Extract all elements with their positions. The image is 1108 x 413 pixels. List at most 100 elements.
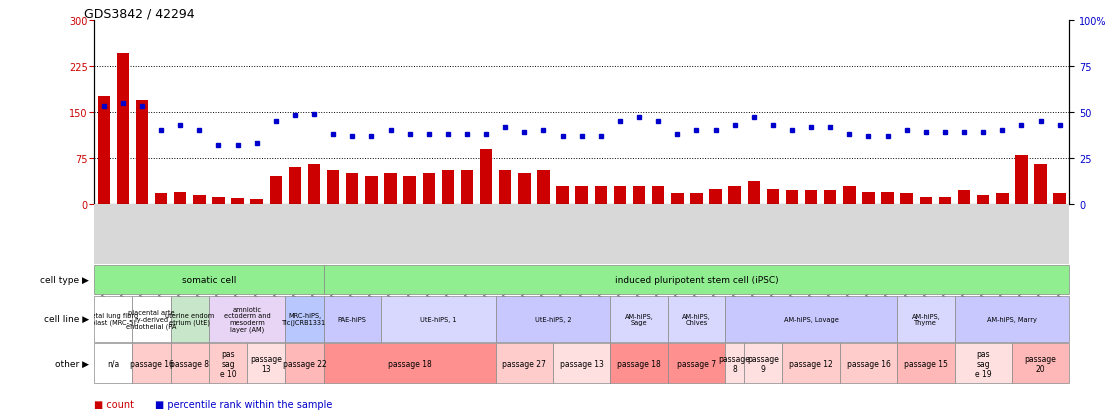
Bar	[308, 165, 320, 204]
Bar	[519, 174, 531, 204]
Bar	[843, 186, 855, 204]
Text: passage 7: passage 7	[677, 359, 716, 368]
Bar	[728, 186, 741, 204]
Bar	[954, 344, 1012, 383]
Text: passage 27: passage 27	[502, 359, 546, 368]
Text: passage 12: passage 12	[789, 359, 833, 368]
Bar	[381, 296, 495, 342]
Bar	[422, 174, 435, 204]
Bar	[537, 171, 550, 204]
Text: UtE-hiPS, 1: UtE-hiPS, 1	[420, 316, 456, 322]
Bar	[324, 265, 1069, 295]
Text: pas
sag
e 10: pas sag e 10	[219, 349, 236, 377]
Text: passage 15: passage 15	[904, 359, 947, 368]
Bar	[193, 195, 206, 204]
Bar	[1015, 155, 1027, 204]
Text: somatic cell: somatic cell	[182, 275, 236, 284]
Bar	[938, 197, 951, 204]
Bar	[862, 192, 874, 204]
Text: passage 22: passage 22	[283, 359, 327, 368]
Text: cell line ▶: cell line ▶	[43, 315, 89, 323]
Text: pas
sag
e 19: pas sag e 19	[975, 349, 992, 377]
Bar	[232, 198, 244, 204]
Bar	[209, 296, 286, 342]
Text: placental arte
ry-derived
endothelial (PA: placental arte ry-derived endothelial (P…	[126, 309, 176, 329]
Bar	[824, 191, 837, 204]
Bar	[286, 344, 324, 383]
Bar	[209, 344, 247, 383]
Bar	[652, 186, 665, 204]
Text: uterine endom
etrium (UtE): uterine endom etrium (UtE)	[165, 313, 214, 325]
Bar	[495, 344, 553, 383]
Bar	[668, 296, 725, 342]
Bar	[324, 296, 381, 342]
Bar	[247, 344, 286, 383]
Bar	[996, 193, 1008, 204]
Bar	[324, 344, 495, 383]
Bar	[977, 195, 989, 204]
Bar	[499, 171, 512, 204]
Bar	[250, 199, 263, 204]
Bar	[901, 193, 913, 204]
Bar	[709, 189, 721, 204]
Bar	[745, 344, 782, 383]
Bar	[1054, 193, 1066, 204]
Text: passage 13: passage 13	[560, 359, 604, 368]
Text: passage
8: passage 8	[719, 354, 750, 373]
Bar	[171, 296, 209, 342]
Bar	[614, 186, 626, 204]
Bar	[98, 97, 110, 204]
Text: ■ count: ■ count	[94, 399, 134, 409]
Text: passage 16: passage 16	[847, 359, 891, 368]
Bar	[213, 197, 225, 204]
Bar	[94, 344, 133, 383]
Bar	[633, 186, 645, 204]
Bar	[725, 344, 745, 383]
Bar	[556, 186, 568, 204]
Bar	[442, 171, 454, 204]
Text: passage 18: passage 18	[388, 359, 431, 368]
Text: PAE-hiPS: PAE-hiPS	[338, 316, 367, 322]
Bar	[384, 174, 397, 204]
Text: GDS3842 / 42294: GDS3842 / 42294	[84, 8, 195, 21]
Bar	[897, 344, 954, 383]
Bar	[690, 193, 702, 204]
Bar	[595, 186, 607, 204]
Bar	[366, 177, 378, 204]
Text: AM-hiPS, Marry: AM-hiPS, Marry	[987, 316, 1037, 322]
Bar	[327, 171, 339, 204]
Bar	[269, 177, 283, 204]
Bar	[286, 296, 324, 342]
Bar	[133, 296, 171, 342]
Text: cell type ▶: cell type ▶	[40, 275, 89, 284]
Bar	[920, 197, 932, 204]
Text: induced pluripotent stem cell (iPSC): induced pluripotent stem cell (iPSC)	[615, 275, 778, 284]
Bar	[171, 344, 209, 383]
Text: passage 16: passage 16	[130, 359, 174, 368]
Bar	[611, 344, 668, 383]
Text: passage 8: passage 8	[171, 359, 209, 368]
Bar	[782, 344, 840, 383]
Bar	[1035, 165, 1047, 204]
Bar	[461, 171, 473, 204]
Text: AM-hiPS,
Chives: AM-hiPS, Chives	[683, 313, 711, 325]
Text: amniotic
ectoderm and
mesoderm
layer (AM): amniotic ectoderm and mesoderm layer (AM…	[224, 306, 270, 332]
Bar	[767, 189, 779, 204]
Bar	[133, 344, 171, 383]
Bar	[289, 168, 301, 204]
Bar	[786, 191, 798, 204]
Bar	[136, 100, 148, 204]
Text: passage
9: passage 9	[748, 354, 779, 373]
Bar	[346, 174, 359, 204]
Bar	[611, 296, 668, 342]
Bar	[155, 193, 167, 204]
Bar	[725, 296, 897, 342]
Text: n/a: n/a	[107, 359, 120, 368]
Bar	[553, 344, 611, 383]
Bar	[495, 296, 611, 342]
Bar	[480, 150, 492, 204]
Text: UtE-hiPS, 2: UtE-hiPS, 2	[535, 316, 572, 322]
Bar	[94, 265, 324, 295]
Bar	[403, 177, 416, 204]
Text: ■ percentile rank within the sample: ■ percentile rank within the sample	[155, 399, 332, 409]
